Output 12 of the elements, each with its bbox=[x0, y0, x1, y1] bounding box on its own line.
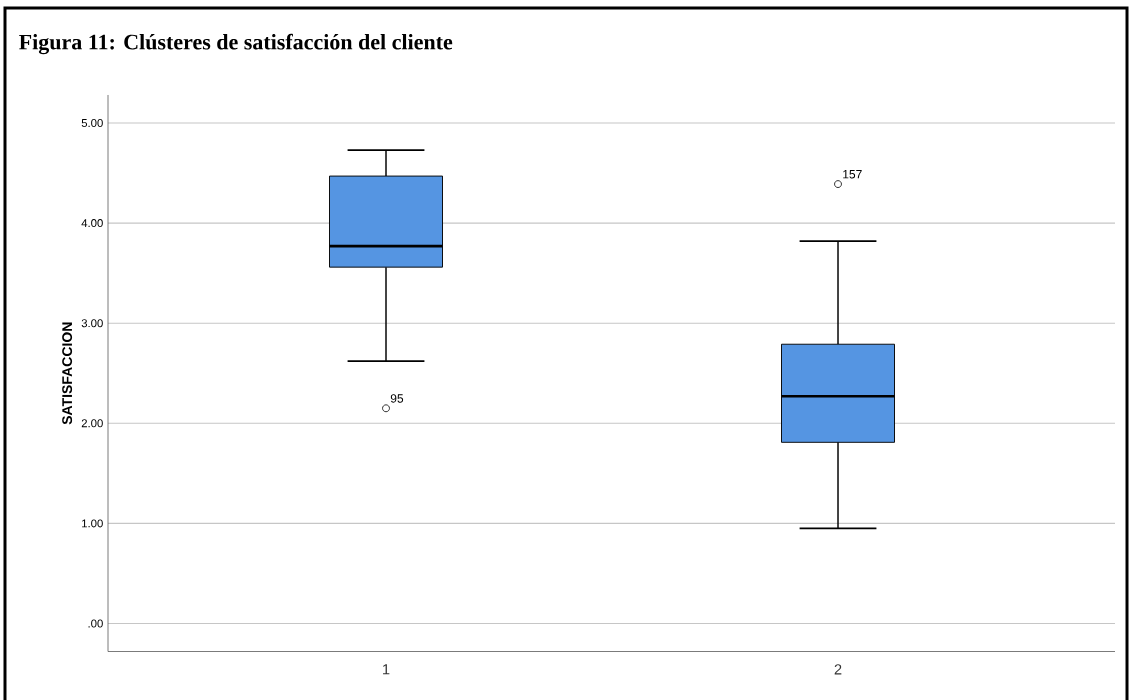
x-tick-label: 1 bbox=[383, 664, 390, 675]
chart-title: Figura 11: Clústeres de satisfacción del cliente bbox=[19, 33, 453, 55]
annotation: 95 bbox=[390, 394, 404, 403]
y-tick-label: 3.00 bbox=[81, 319, 103, 328]
y-tick-label: 2.00 bbox=[81, 419, 103, 428]
y-axis-title: SATISFACCION bbox=[62, 322, 73, 425]
x-tick-label: 2 bbox=[834, 664, 842, 675]
y-tick-label: 1.00 bbox=[82, 519, 103, 528]
y-tick-label: 5.00 bbox=[81, 119, 103, 128]
y-tick-label: 4.00 bbox=[81, 219, 103, 228]
y-tick-label: .00 bbox=[88, 619, 103, 628]
annotation: 157 bbox=[843, 170, 862, 179]
